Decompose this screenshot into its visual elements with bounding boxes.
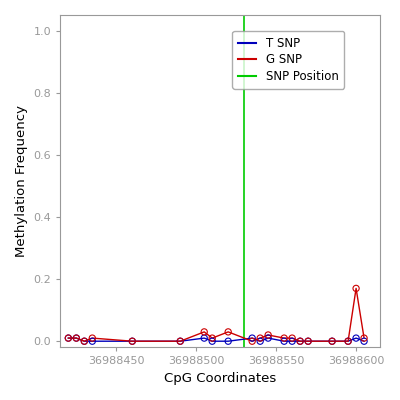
Point <box>89 335 96 341</box>
Point <box>265 335 271 341</box>
Legend: T SNP, G SNP, SNP Position: T SNP, G SNP, SNP Position <box>232 31 344 89</box>
Point <box>225 329 231 335</box>
Point <box>209 338 216 344</box>
Point <box>177 338 184 344</box>
Point <box>73 335 80 341</box>
Point <box>81 338 88 344</box>
Point <box>329 338 335 344</box>
Point <box>289 335 295 341</box>
Point <box>361 335 367 341</box>
Point <box>249 338 255 344</box>
Point <box>201 335 208 341</box>
Point <box>329 338 335 344</box>
Point <box>345 338 351 344</box>
Point <box>353 335 359 341</box>
Point <box>257 335 263 341</box>
Point <box>129 338 136 344</box>
Point <box>345 338 351 344</box>
Point <box>305 338 311 344</box>
X-axis label: CpG Coordinates: CpG Coordinates <box>164 372 276 385</box>
Point <box>177 338 184 344</box>
Point <box>65 335 72 341</box>
Point <box>281 338 287 344</box>
Point <box>305 338 311 344</box>
Point <box>201 329 208 335</box>
Point <box>225 338 231 344</box>
Point <box>129 338 136 344</box>
Point <box>353 285 359 292</box>
Point <box>73 335 80 341</box>
Point <box>297 338 303 344</box>
Y-axis label: Methylation Frequency: Methylation Frequency <box>15 105 28 257</box>
Point <box>289 338 295 344</box>
Point <box>297 338 303 344</box>
Point <box>361 338 367 344</box>
Point <box>65 335 72 341</box>
Point <box>81 338 88 344</box>
Point <box>209 335 216 341</box>
Point <box>257 338 263 344</box>
Point <box>281 335 287 341</box>
Point <box>249 335 255 341</box>
Point <box>265 332 271 338</box>
Point <box>89 338 96 344</box>
